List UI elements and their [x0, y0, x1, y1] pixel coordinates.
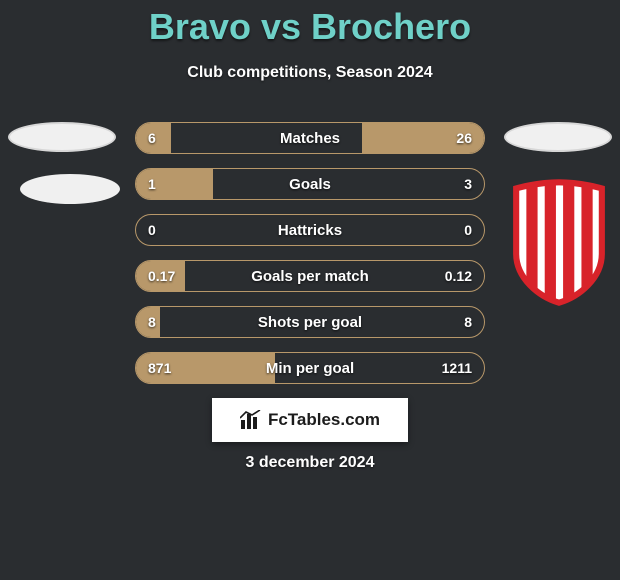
watermark-text: FcTables.com: [268, 410, 380, 430]
stat-label: Matches: [136, 123, 484, 153]
player-b-photo-placeholder: [504, 122, 612, 152]
stat-value-right: 3: [464, 169, 472, 199]
player-b-club-badge: [508, 178, 610, 306]
stat-label: Goals per match: [136, 261, 484, 291]
stat-label: Hattricks: [136, 215, 484, 245]
stat-value-right: 0.12: [445, 261, 472, 291]
stat-row: 871Min per goal1211: [135, 352, 485, 384]
subtitle: Club competitions, Season 2024: [0, 64, 620, 82]
comparison-card: Bravo vs Brochero Club competitions, Sea…: [0, 0, 620, 580]
watermark: FcTables.com: [212, 398, 408, 442]
stat-value-right: 8: [464, 307, 472, 337]
player-a-name: Bravo: [149, 6, 251, 47]
stat-value-right: 26: [456, 123, 472, 153]
stat-row: 0.17Goals per match0.12: [135, 260, 485, 292]
date-text: 3 december 2024: [0, 454, 620, 472]
stat-rows: 6Matches26 1Goals3 0Hattricks0 0.17Goals pe…: [135, 122, 485, 398]
vs-text: vs: [261, 6, 301, 47]
player-a-photo-placeholder: [8, 122, 116, 152]
stat-row: 1Goals3: [135, 168, 485, 200]
stat-label: Min per goal: [136, 353, 484, 383]
stat-row: 8Shots per goal8: [135, 306, 485, 338]
player-b-name: Brochero: [311, 6, 471, 47]
stat-value-right: 0: [464, 215, 472, 245]
stat-row: 6Matches26: [135, 122, 485, 154]
stat-value-right: 1211: [442, 353, 472, 383]
page-title: Bravo vs Brochero: [0, 0, 620, 48]
stat-label: Goals: [136, 169, 484, 199]
chart-icon: [240, 410, 262, 430]
stat-row: 0Hattricks0: [135, 214, 485, 246]
player-a-club-placeholder: [20, 174, 120, 204]
stat-label: Shots per goal: [136, 307, 484, 337]
